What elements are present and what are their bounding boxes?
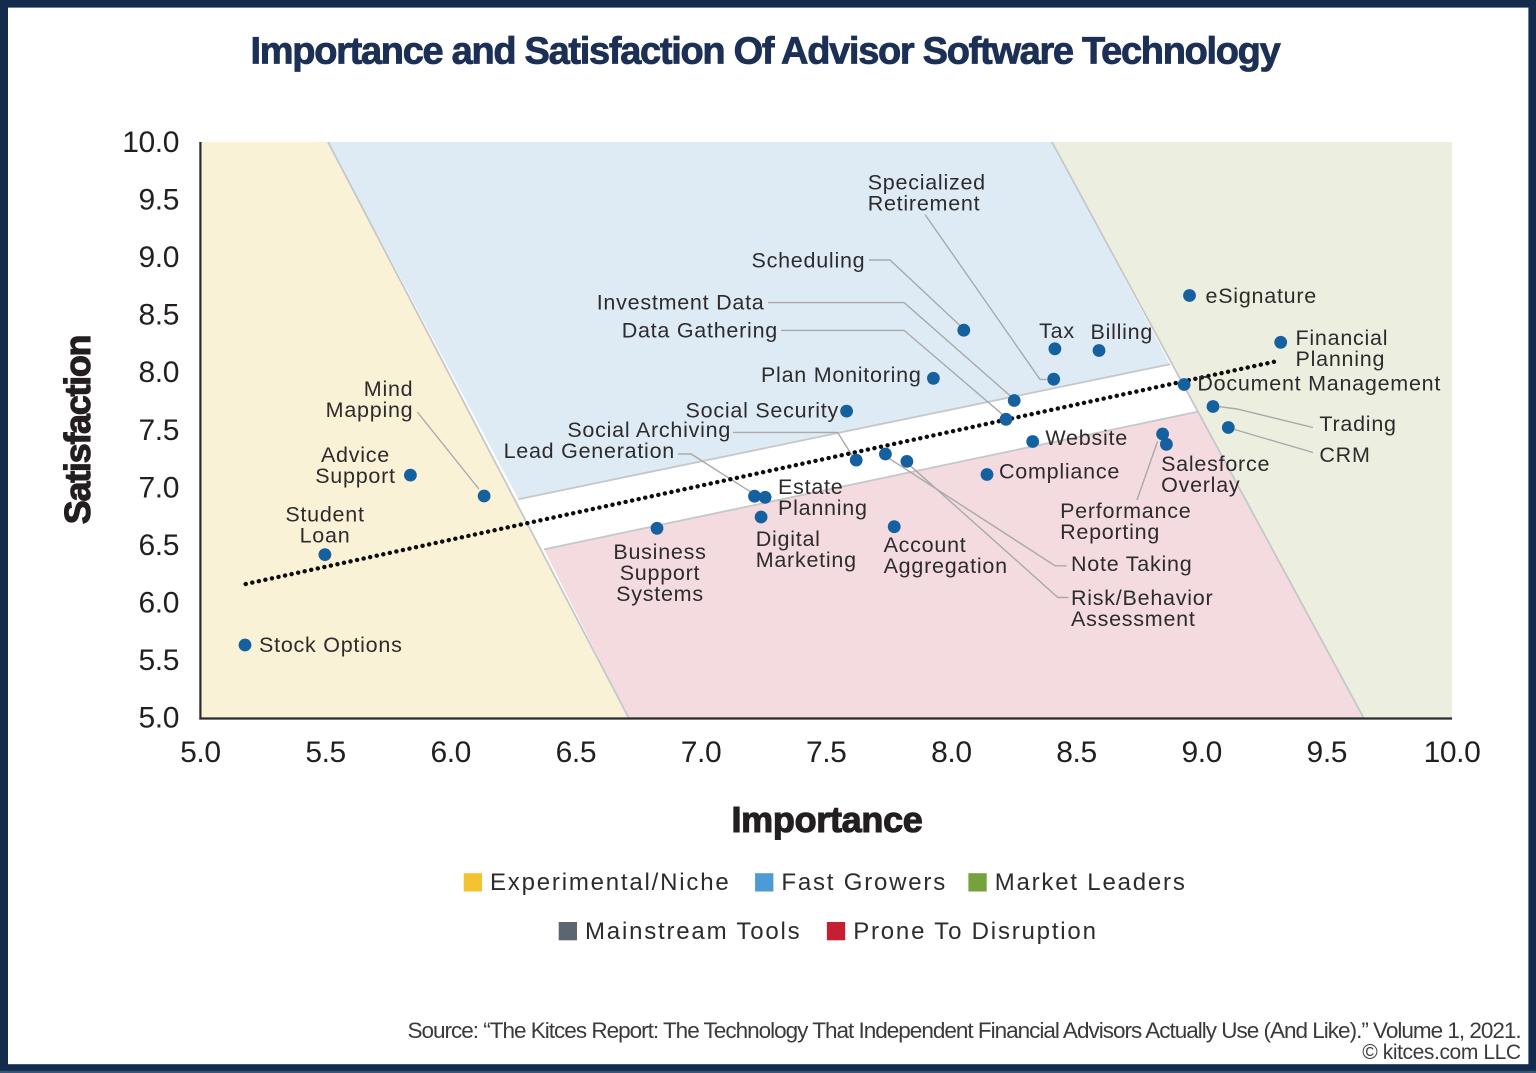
svg-text:6.0: 6.0 — [430, 736, 471, 769]
svg-text:5.5: 5.5 — [305, 736, 346, 769]
svg-text:Social Security: Social Security — [686, 399, 839, 423]
svg-text:9.5: 9.5 — [138, 184, 179, 217]
svg-text:Business: Business — [613, 540, 706, 564]
svg-text:Overlay: Overlay — [1161, 473, 1240, 497]
svg-text:Prone To Disruption: Prone To Disruption — [853, 918, 1098, 945]
svg-text:7.5: 7.5 — [138, 414, 179, 447]
svg-text:Salesforce: Salesforce — [1161, 452, 1270, 476]
svg-text:Student: Student — [285, 503, 364, 527]
svg-text:Fast Growers: Fast Growers — [781, 869, 947, 896]
svg-text:8.0: 8.0 — [931, 736, 972, 769]
svg-text:Support: Support — [620, 561, 701, 585]
svg-text:10.0: 10.0 — [122, 126, 179, 159]
svg-text:Stock Options: Stock Options — [259, 633, 403, 657]
svg-text:Assessment: Assessment — [1071, 607, 1196, 631]
svg-text:9.0: 9.0 — [1181, 736, 1222, 769]
svg-text:9.5: 9.5 — [1307, 736, 1348, 769]
svg-text:Mainstream Tools: Mainstream Tools — [585, 918, 801, 945]
svg-text:6.5: 6.5 — [138, 529, 179, 562]
svg-text:Specialized: Specialized — [868, 171, 986, 195]
svg-text:Website: Website — [1045, 426, 1128, 450]
svg-text:5.0: 5.0 — [180, 736, 221, 769]
svg-text:Systems: Systems — [616, 582, 704, 606]
svg-text:© kitces.com LLC: © kitces.com LLC — [1362, 1041, 1521, 1064]
svg-text:Trading: Trading — [1319, 412, 1396, 436]
svg-text:Estate: Estate — [778, 475, 843, 499]
svg-text:Lead Generation: Lead Generation — [504, 439, 675, 463]
svg-text:Importance: Importance — [731, 799, 922, 840]
svg-text:Planning: Planning — [778, 496, 868, 520]
svg-text:Compliance: Compliance — [999, 460, 1120, 484]
svg-text:CRM: CRM — [1319, 443, 1370, 467]
svg-text:Scheduling: Scheduling — [752, 249, 866, 273]
svg-text:8.0: 8.0 — [138, 356, 179, 389]
svg-text:Billing: Billing — [1090, 320, 1153, 344]
svg-text:Loan: Loan — [300, 523, 351, 547]
svg-text:Investment Data: Investment Data — [597, 291, 765, 315]
svg-text:7.0: 7.0 — [138, 471, 179, 504]
svg-text:Aggregation: Aggregation — [884, 554, 1008, 578]
svg-text:Mapping: Mapping — [326, 398, 414, 422]
svg-text:10.0: 10.0 — [1424, 736, 1481, 769]
svg-text:5.5: 5.5 — [138, 644, 179, 677]
svg-text:5.0: 5.0 — [138, 702, 179, 735]
svg-text:6.0: 6.0 — [138, 586, 179, 619]
svg-text:Note Taking: Note Taking — [1071, 552, 1192, 576]
svg-text:7.0: 7.0 — [681, 736, 722, 769]
svg-text:Planning: Planning — [1296, 347, 1386, 371]
svg-text:Financial: Financial — [1296, 326, 1389, 350]
svg-text:Support: Support — [315, 464, 396, 488]
svg-text:Experimental/Niche: Experimental/Niche — [490, 869, 731, 896]
svg-text:7.5: 7.5 — [806, 736, 847, 769]
svg-text:Advice: Advice — [321, 443, 390, 467]
svg-text:6.5: 6.5 — [556, 736, 597, 769]
svg-text:8.5: 8.5 — [138, 299, 179, 332]
svg-text:Reporting: Reporting — [1060, 520, 1160, 544]
svg-text:Mind: Mind — [364, 377, 414, 401]
svg-text:Retirement: Retirement — [868, 191, 981, 215]
svg-text:Marketing: Marketing — [756, 548, 857, 572]
svg-text:Data Gathering: Data Gathering — [622, 319, 778, 343]
svg-text:Tax: Tax — [1039, 319, 1075, 343]
svg-text:Digital: Digital — [756, 527, 821, 551]
svg-text:Source: “The Kitces Report: Th: Source: “The Kitces Report: The Technolo… — [407, 1018, 1520, 1043]
svg-text:Importance and Satisfaction Of: Importance and Satisfaction Of Advisor S… — [251, 31, 1281, 73]
svg-text:Account: Account — [884, 533, 967, 557]
svg-text:Satisfaction: Satisfaction — [57, 336, 98, 524]
svg-text:Market Leaders: Market Leaders — [995, 869, 1187, 896]
svg-text:Performance: Performance — [1060, 499, 1191, 523]
svg-text:8.5: 8.5 — [1056, 736, 1097, 769]
svg-text:Social Archiving: Social Archiving — [567, 418, 731, 442]
svg-text:Risk/Behavior: Risk/Behavior — [1071, 586, 1213, 610]
svg-text:Document Management: Document Management — [1197, 372, 1441, 396]
svg-text:eSignature: eSignature — [1206, 284, 1318, 308]
svg-text:9.0: 9.0 — [138, 241, 179, 274]
svg-text:Plan Monitoring: Plan Monitoring — [761, 363, 922, 387]
